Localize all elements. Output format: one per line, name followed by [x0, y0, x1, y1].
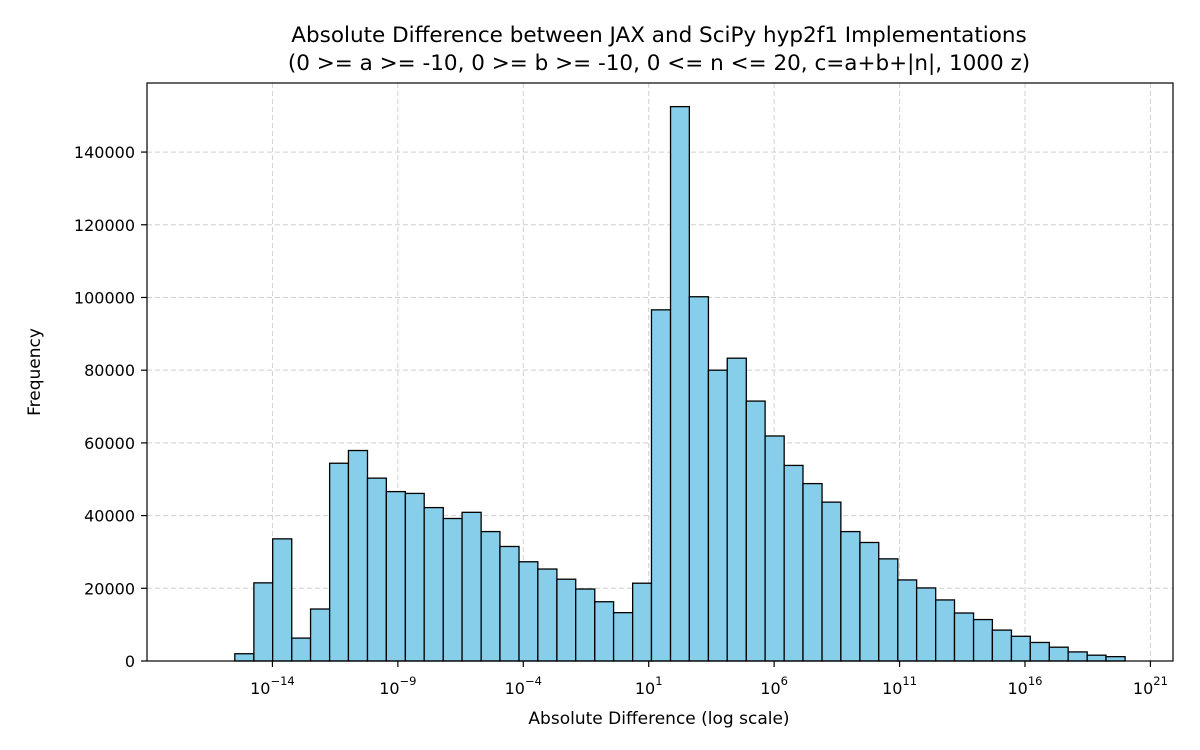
histogram-bar — [745, 400, 766, 662]
x-tick-label: 1021 — [1133, 674, 1168, 698]
x-tick-base: 10 — [635, 679, 655, 698]
histogram-bar — [1010, 635, 1031, 662]
histogram-bar — [423, 506, 444, 662]
x-tick-exponent: 6 — [781, 674, 788, 688]
x-tick-base: 10 — [379, 679, 399, 698]
histogram-bar — [1029, 641, 1050, 662]
histogram-bar — [291, 637, 312, 662]
histogram-bar — [309, 608, 331, 662]
histogram-bar — [991, 629, 1013, 662]
histogram-bar — [404, 492, 425, 662]
histogram-bar — [442, 517, 463, 662]
y-tick-label: 0 — [125, 652, 135, 671]
x-tick-label: 10−14 — [250, 674, 295, 698]
x-tick-label: 10−9 — [379, 674, 416, 698]
y-tick-label: 20000 — [84, 579, 135, 598]
x-tick-base: 10 — [250, 679, 270, 698]
y-tick-label: 80000 — [84, 361, 135, 380]
histogram-bar — [802, 482, 823, 662]
chart-title: Absolute Difference between JAX and SciP… — [291, 23, 1026, 48]
histogram-bar — [821, 501, 842, 662]
histogram-bar — [915, 587, 937, 662]
x-tick-base: 10 — [760, 679, 780, 698]
x-tick-exponent: −4 — [525, 674, 542, 688]
histogram-bar — [707, 369, 728, 662]
histogram-bar — [480, 530, 501, 662]
x-axis-label: Absolute Difference (log scale) — [528, 709, 789, 729]
x-tick-base: 10 — [505, 679, 525, 698]
histogram-bar — [272, 538, 293, 662]
x-axis-ticks: 10−14 10−9 10−4 101 106 1011 1016 1021 — [250, 661, 1168, 698]
histogram-bar — [366, 477, 387, 662]
histogram-bar — [669, 105, 691, 662]
histogram-bar — [632, 582, 653, 662]
histogram-bar — [972, 618, 994, 662]
histogram-bar — [1067, 651, 1088, 662]
y-axis-ticks: 0 20000 40000 60000 80000 100000 120000 140000 — [74, 143, 147, 671]
histogram-bar — [859, 541, 880, 662]
histogram-bar — [935, 599, 956, 662]
histogram-bar — [1048, 646, 1069, 662]
x-tick-label: 10−4 — [505, 674, 542, 698]
histogram-bar — [575, 588, 596, 662]
x-tick-exponent: −14 — [270, 674, 294, 688]
histogram-bar — [385, 490, 407, 662]
histogram-bar — [840, 530, 861, 662]
histogram-bar — [347, 449, 369, 662]
histogram-bar — [499, 545, 520, 662]
histogram-bars — [234, 105, 1126, 662]
histogram-bar — [518, 561, 539, 662]
x-tick-exponent: 1 — [655, 674, 662, 688]
x-tick-base: 10 — [1007, 679, 1027, 698]
y-axis-label: Frequency — [25, 328, 45, 416]
x-tick-exponent: 16 — [1028, 674, 1043, 688]
histogram-bar — [234, 653, 255, 662]
histogram-bar — [953, 612, 975, 662]
histogram-bar — [328, 462, 350, 662]
histogram-bar — [726, 357, 747, 662]
histogram-bar — [594, 601, 615, 662]
x-tick-exponent: 11 — [902, 674, 917, 688]
histogram-bar — [650, 309, 672, 662]
y-tick-label: 60000 — [84, 434, 135, 453]
histogram-bar — [1105, 655, 1126, 662]
x-tick-exponent: −9 — [400, 674, 417, 688]
histogram-bar — [897, 579, 918, 662]
histogram-bar — [764, 435, 785, 662]
plot-frame — [146, 82, 1174, 662]
y-tick-label: 120000 — [74, 216, 135, 235]
x-tick-label: 1011 — [882, 674, 917, 698]
x-tick-base: 10 — [1133, 679, 1153, 698]
x-tick-label: 1016 — [1007, 674, 1042, 698]
x-tick-base: 10 — [882, 679, 902, 698]
y-tick-label: 140000 — [74, 143, 135, 162]
chart-subtitle: (0 >= a >= -10, 0 >= b >= -10, 0 <= n <=… — [288, 51, 1030, 76]
x-tick-label: 106 — [760, 674, 788, 698]
histogram-bar — [556, 578, 577, 662]
histogram-bar — [537, 568, 558, 662]
x-tick-exponent: 21 — [1153, 674, 1168, 688]
y-tick-label: 40000 — [84, 507, 135, 526]
histogram-bar — [688, 296, 710, 662]
histogram-bar — [878, 558, 899, 662]
histogram-bar — [612, 612, 634, 662]
histogram-bar — [1086, 654, 1107, 662]
histogram-bar — [783, 464, 804, 662]
y-tick-label: 100000 — [74, 288, 135, 307]
x-tick-label: 101 — [635, 674, 663, 698]
histogram-bar — [461, 511, 482, 662]
histogram-bar — [253, 582, 274, 662]
